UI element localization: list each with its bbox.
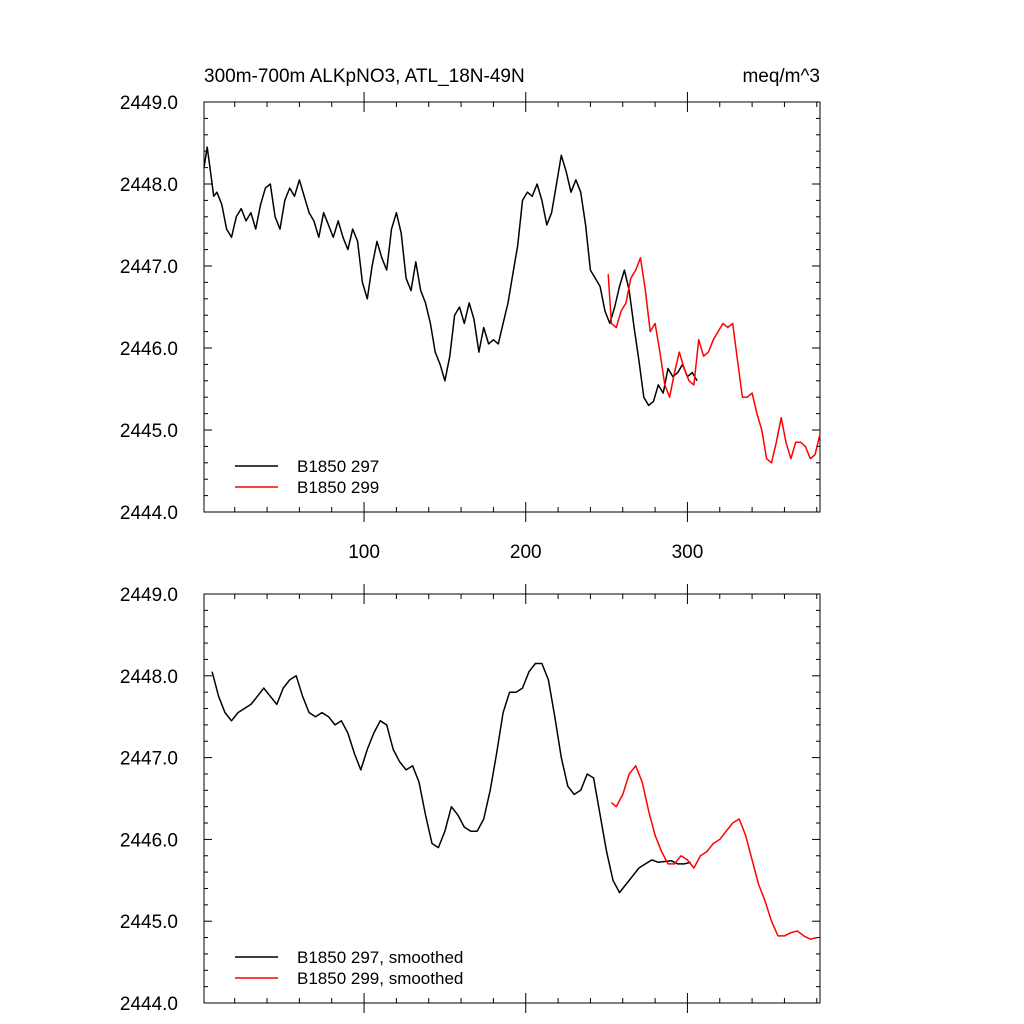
- chart-title: 300m-700m ALKpNO3, ATL_18N-49N: [204, 66, 525, 87]
- y-tick-label: 2445.0: [120, 912, 178, 933]
- y-tick-label: 2444.0: [120, 994, 178, 1015]
- x-tick-label: 200: [510, 542, 542, 563]
- y-tick-label: 2445.0: [120, 421, 178, 442]
- x-tick-label: 100: [348, 542, 380, 563]
- y-tick-label: 2444.0: [120, 503, 178, 524]
- y-tick-label: 2449.0: [120, 585, 178, 606]
- y-tick-label: 2447.0: [120, 257, 178, 278]
- legend-label: B1850 297: [297, 457, 379, 476]
- series-line-2: [610, 765, 817, 940]
- chart-units: meq/m^3: [742, 66, 820, 87]
- legend-label: B1850 299, smoothed: [297, 969, 463, 988]
- series-line-1: [203, 146, 698, 407]
- y-tick-label: 2448.0: [120, 667, 178, 688]
- plot-frame-1: [203, 101, 821, 513]
- x-tick-label: 300: [672, 542, 704, 563]
- series-line-2: [607, 257, 821, 464]
- plot-frame-2: [203, 593, 821, 1004]
- y-tick-label: 2446.0: [120, 830, 178, 851]
- legend-label: B1850 297, smoothed: [297, 948, 463, 967]
- legend-label: B1850 299: [297, 478, 379, 497]
- series-line-1: [211, 662, 691, 894]
- y-tick-label: 2446.0: [120, 339, 178, 360]
- y-tick-label: 2449.0: [120, 93, 178, 114]
- y-tick-label: 2448.0: [120, 175, 178, 196]
- y-tick-label: 2447.0: [120, 749, 178, 770]
